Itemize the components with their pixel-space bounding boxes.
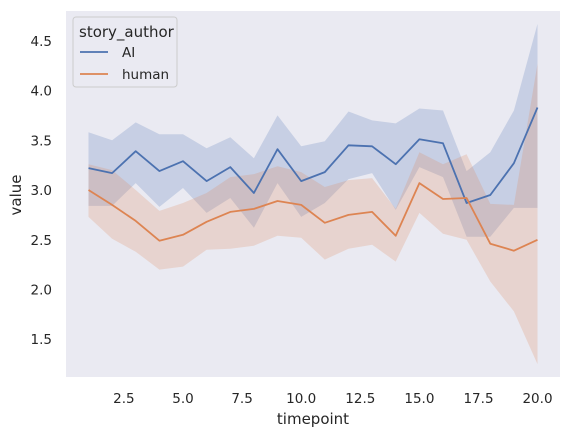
x-axis-ticks: 2.5 5.0 7.5 10.0 12.5 15.0 17.5 20.0	[113, 391, 552, 407]
y-tick-label: 2.0	[31, 283, 52, 299]
x-tick-label: 5.0	[172, 391, 193, 407]
legend-title: story_author	[79, 23, 175, 42]
x-tick-label: 15.0	[404, 391, 434, 407]
x-tick-label: 10.0	[286, 391, 316, 407]
x-axis-label: timepoint	[277, 410, 349, 428]
legend-label-human: human	[122, 67, 169, 83]
legend-label-ai: AI	[122, 45, 135, 61]
x-tick-label: 17.5	[463, 391, 493, 407]
y-tick-label: 4.0	[31, 84, 52, 100]
y-axis-ticks: 1.5 2.0 2.5 3.0 3.5 4.0 4.5	[31, 34, 52, 348]
y-tick-label: 4.5	[31, 34, 52, 50]
legend-box	[72, 16, 178, 88]
series-line-human	[88, 182, 538, 252]
ci-band-ai	[88, 23, 538, 237]
y-tick-label: 3.5	[31, 133, 52, 149]
x-tick-label: 2.5	[113, 391, 134, 407]
y-tick-label: 1.5	[31, 332, 52, 348]
y-axis-label: value	[7, 175, 25, 216]
y-tick-label: 3.0	[31, 183, 52, 199]
x-tick-label: 7.5	[231, 391, 252, 407]
series-lines	[88, 107, 539, 252]
series-line-ai	[88, 107, 539, 204]
legend: story_author AI human	[72, 16, 178, 88]
y-tick-label: 2.5	[31, 233, 52, 249]
x-tick-label: 20.0	[522, 391, 552, 407]
x-tick-label: 12.5	[345, 391, 375, 407]
